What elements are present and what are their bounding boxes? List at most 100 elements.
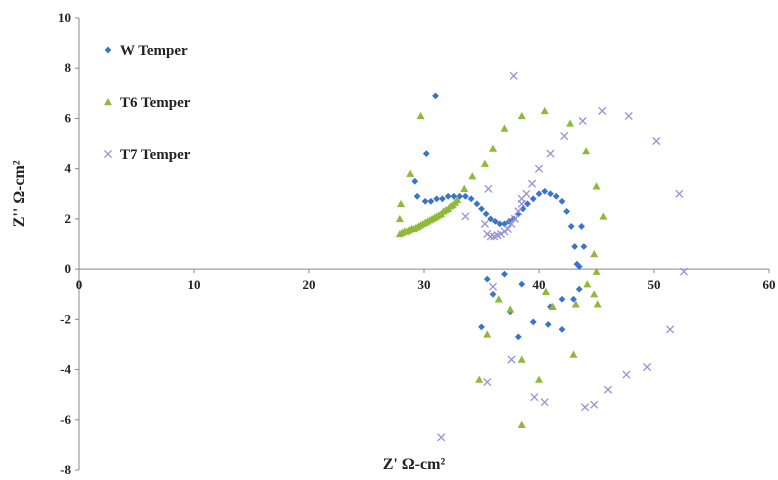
t7-temper-point <box>483 378 492 387</box>
t6-temper-point <box>494 295 503 303</box>
t7-temper-point <box>578 116 587 126</box>
w-temper-point <box>541 187 549 195</box>
w-temper-point <box>514 333 522 341</box>
x-tick-label: 20 <box>303 277 316 292</box>
y-tick-label: 6 <box>65 110 72 125</box>
legend-marker-t6-temper <box>104 98 112 106</box>
t6-temper-point <box>571 300 580 308</box>
t6-temper-point <box>548 302 557 310</box>
data-points <box>395 71 688 442</box>
t6-temper-point <box>541 287 550 295</box>
w-temper-point <box>501 220 508 228</box>
w-temper-point <box>433 195 441 203</box>
t7-temper-point <box>517 194 526 203</box>
t6-temper-point <box>599 212 608 220</box>
w-temper-point <box>563 207 570 215</box>
t7-temper-point <box>679 267 688 276</box>
t7-temper-point <box>496 229 506 239</box>
y-axis-ticks: -8 -6 -4 -2 0 2 4 6 8 10 <box>58 10 79 477</box>
legend-marker-t7-temper <box>103 149 113 159</box>
legend-label-t6-temper: T6 Temper <box>120 95 191 111</box>
y-tick-label: 10 <box>58 10 71 25</box>
t6-temper-point <box>582 147 591 155</box>
t7-temper-point <box>603 385 613 394</box>
t7-temper-point <box>624 111 633 120</box>
t7-temper-point <box>437 433 446 442</box>
t6-temper-point <box>397 199 405 208</box>
t7-temper-point <box>480 219 490 228</box>
t6-temper-point <box>460 184 469 192</box>
t7-temper-point <box>530 393 539 402</box>
w-temper-point <box>432 92 439 100</box>
t6-temper-point <box>489 144 497 152</box>
t6-temper-point <box>593 300 602 308</box>
t6-temper-point <box>590 250 599 258</box>
t6-temper-point <box>535 375 543 383</box>
axes <box>78 18 769 470</box>
t7-temper-point <box>484 184 493 193</box>
t7-temper-point <box>483 229 492 239</box>
legend-marker-w-temper <box>104 46 112 54</box>
t6-temper-point <box>500 124 509 132</box>
w-temper-point <box>462 192 469 200</box>
y-tick-label: 4 <box>65 161 72 176</box>
w-temper-point <box>544 320 552 328</box>
legend-label-t7-temper: T7 Temper <box>120 147 191 163</box>
t6-temper-point <box>468 172 477 180</box>
t7-temper-point <box>546 149 555 158</box>
t6-temper-point <box>592 267 601 275</box>
t7-temper-point <box>503 224 513 233</box>
t6-temper-point <box>406 169 415 177</box>
w-temper-point <box>575 285 583 293</box>
w-temper-point <box>444 192 452 200</box>
y-tick-label: 8 <box>65 60 72 75</box>
w-temper-point <box>570 295 577 303</box>
t7-temper-point <box>461 212 470 221</box>
t7-temper-point <box>540 398 549 407</box>
w-temper-point <box>411 177 419 185</box>
t7-temper-point <box>598 106 607 115</box>
w-temper-point <box>427 197 435 205</box>
w-temper-point <box>558 325 566 333</box>
t7-temper-point <box>643 362 652 372</box>
t7-temper-point <box>486 232 495 241</box>
w-temper-point <box>478 323 485 331</box>
w-temper-point <box>413 192 421 200</box>
t6-temper-point <box>416 111 425 120</box>
t6-temper-point <box>592 182 601 190</box>
t6-temper-point <box>566 119 575 127</box>
w-temper-point <box>558 197 566 205</box>
t7-temper-point <box>488 282 498 291</box>
w-temper-point <box>558 295 566 303</box>
w-temper-point <box>580 243 588 250</box>
x-axis-title: Z' Ω-cm² <box>383 456 446 473</box>
w-temper-point <box>473 200 481 208</box>
w-temper-point <box>535 190 543 198</box>
series-t7-temper <box>437 71 688 442</box>
x-axis-ticks: 0 10 20 30 40 50 60 <box>76 269 776 292</box>
t6-temper-point <box>506 305 515 313</box>
t7-temper-point <box>675 189 684 198</box>
t7-temper-point <box>507 219 516 228</box>
w-temper-point <box>501 270 508 278</box>
t6-temper-point <box>540 106 549 115</box>
t6-temper-point <box>395 214 404 223</box>
w-temper-point <box>529 318 537 326</box>
x-tick-label: 60 <box>763 277 776 292</box>
legend-label-w-temper: W Temper <box>120 43 188 59</box>
t7-temper-point <box>652 136 661 146</box>
x-tick-label: 10 <box>188 277 201 292</box>
t7-temper-point <box>514 207 523 216</box>
w-temper-point <box>422 150 430 157</box>
w-temper-point <box>518 280 526 288</box>
t6-temper-point <box>569 350 578 358</box>
y-tick-label: -6 <box>60 412 71 427</box>
x-tick-label: 30 <box>418 277 431 292</box>
x-tick-label: 40 <box>533 277 546 292</box>
w-temper-point <box>547 303 554 311</box>
w-temper-point <box>496 220 504 228</box>
t7-temper-point <box>510 214 519 223</box>
w-temper-point <box>529 195 537 203</box>
w-temper-point <box>575 263 583 270</box>
